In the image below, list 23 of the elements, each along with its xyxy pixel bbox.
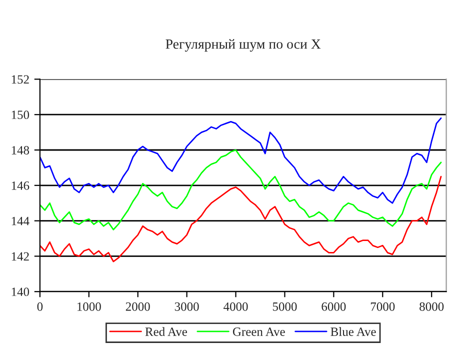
x-tick-label: 2000	[126, 302, 150, 311]
y-tick-label: 140	[12, 288, 30, 296]
y-tick-label: 152	[12, 75, 29, 84]
x-tick-label: 8000	[420, 302, 444, 311]
x-tick-label: 5000	[272, 302, 297, 311]
line-series	[40, 149, 442, 230]
legend-label: Red Ave	[145, 327, 188, 336]
chart-title: Регулярный шум по оси X	[166, 39, 321, 52]
x-tick-label: 3000	[174, 302, 199, 311]
x-tick-label: 0	[37, 302, 43, 311]
line-series	[40, 176, 442, 262]
x-tick-label: 1000	[78, 302, 101, 311]
legend-label: Blue Ave	[330, 327, 376, 336]
y-tick-label: 150	[12, 110, 30, 120]
y-tick-label: 144	[12, 216, 30, 226]
x-tick-label: 7000	[370, 302, 395, 311]
line-series	[40, 117, 442, 204]
y-tick-label: 146	[12, 181, 30, 190]
x-tick-label: 4000	[224, 302, 248, 311]
y-tick-label: 148	[12, 146, 30, 154]
y-tick-label: 142	[12, 252, 29, 261]
legend-label: Green Ave	[232, 328, 285, 336]
x-tick-label: 6000	[322, 302, 346, 311]
